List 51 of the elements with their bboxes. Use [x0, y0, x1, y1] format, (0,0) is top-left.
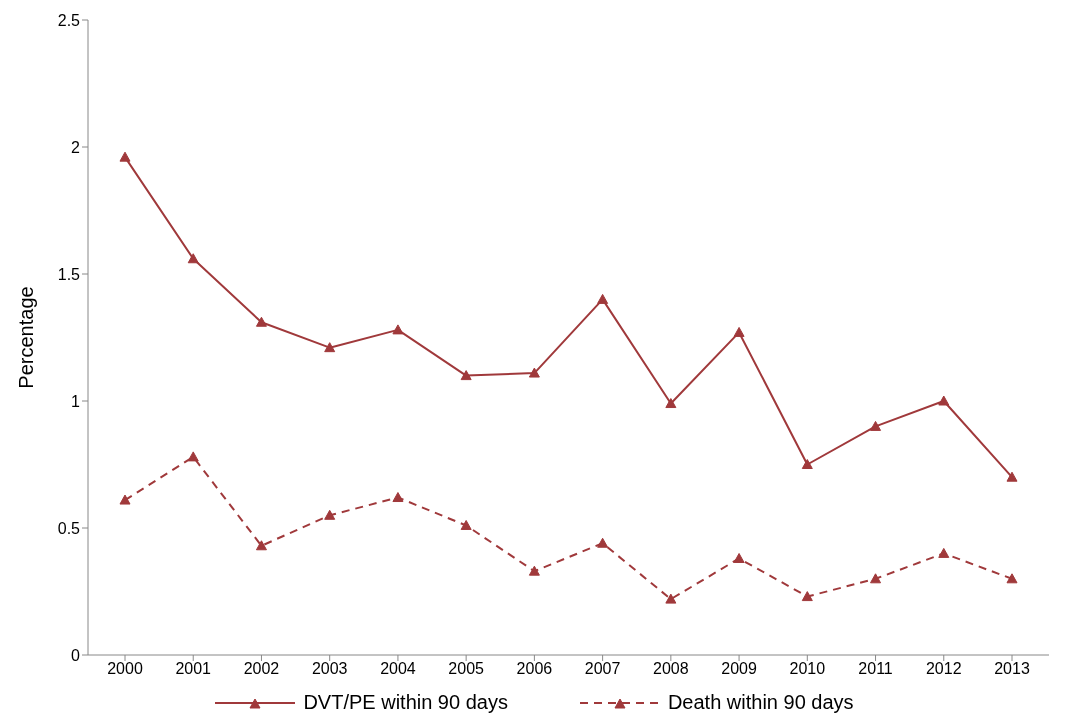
x-tick-label: 2004 — [380, 660, 416, 678]
y-tick-label: 0 — [71, 646, 81, 664]
x-tick-label: 2002 — [243, 660, 280, 678]
point — [187, 451, 199, 462]
y-tick-label: 1.5 — [57, 265, 81, 283]
x-tick-label: 2011 — [858, 660, 893, 678]
x-tick-label: 2010 — [789, 660, 826, 678]
x-tick-label: 2001 — [175, 660, 212, 678]
legend-label: DVT/PE within 90 days — [303, 691, 508, 714]
x-tick-label: 2006 — [516, 660, 553, 678]
x-tick-label: 2012 — [925, 660, 962, 678]
point — [187, 253, 199, 264]
y-axis-title: Percentage — [15, 286, 38, 389]
point — [733, 552, 745, 563]
point — [665, 398, 677, 409]
point — [119, 151, 131, 162]
point — [870, 420, 882, 431]
point — [255, 540, 267, 551]
point — [528, 565, 540, 576]
x-tick-label: 2013 — [994, 660, 1030, 678]
point — [733, 326, 745, 337]
x-tick-label: 2009 — [721, 660, 757, 678]
point — [1006, 471, 1018, 482]
point — [460, 519, 472, 530]
point — [938, 395, 950, 406]
x-tick-label: 2007 — [584, 660, 621, 678]
x-tick-label: 2000 — [107, 660, 143, 678]
point — [119, 494, 131, 505]
point — [801, 459, 813, 469]
y-tick-label: 2.5 — [57, 11, 81, 29]
point — [255, 316, 267, 327]
y-tick-label: 2 — [71, 138, 81, 156]
x-tick-label: 2008 — [653, 660, 689, 678]
point — [1006, 573, 1018, 584]
point — [392, 324, 404, 335]
x-tick-label: 2003 — [311, 660, 348, 678]
legend-label: Death within 90 days — [667, 691, 854, 714]
point — [870, 573, 882, 584]
point — [324, 509, 336, 520]
point — [597, 293, 609, 304]
point — [528, 367, 540, 378]
x-tick-label: 2005 — [448, 660, 485, 678]
point — [801, 591, 813, 602]
point — [324, 342, 336, 353]
point — [460, 370, 472, 381]
point — [665, 593, 677, 604]
y-tick-label: 1 — [71, 392, 81, 410]
y-tick-label: 0.5 — [57, 519, 81, 537]
point — [597, 537, 609, 548]
point — [938, 547, 950, 558]
point — [392, 492, 404, 503]
